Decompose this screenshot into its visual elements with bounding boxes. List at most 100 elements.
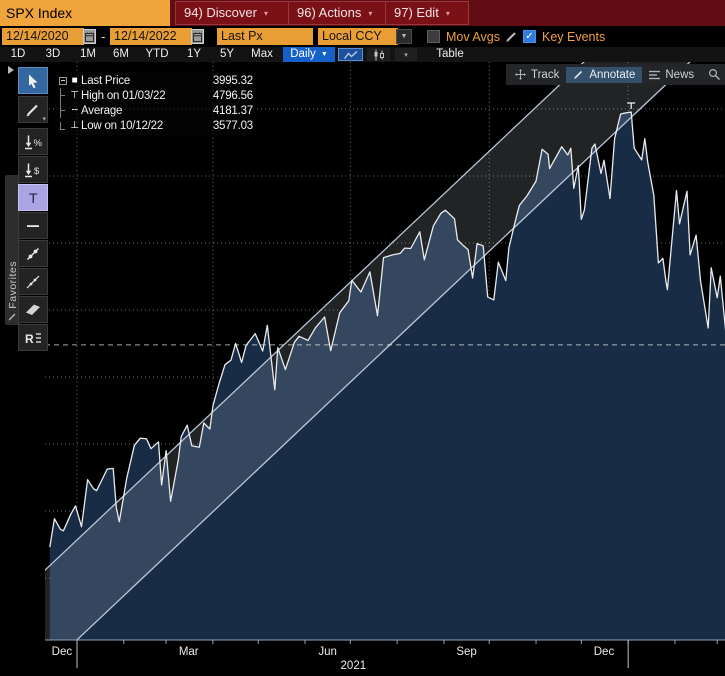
caret-down-icon: ▾ [404,51,408,59]
high-marker [627,102,636,109]
measure-dollar-tool-button[interactable]: $ [18,156,48,183]
channel-tool-button[interactable] [18,296,48,323]
currency-dropdown-button[interactable]: ▼ [396,29,412,44]
regression-icon: R [25,332,41,346]
legend-label: Low on 10/12/22 [81,119,164,132]
key-events-label: Key Events [542,30,606,44]
x-axis: Dec Mar Jun Sep Dec 2021 [45,639,725,672]
dropdown-arrow-icon: ▼ [320,51,328,58]
high-marker-icon: ⊤ [70,90,79,101]
pencil-icon [8,313,16,321]
track-label: Track [531,68,560,81]
mov-avgs-checkbox[interactable] [427,30,440,43]
horizontal-line-tool-button[interactable] [18,212,48,239]
favorites-tab[interactable]: Favorites [5,175,20,325]
pencil-icon [26,104,38,116]
menu-edit[interactable]: 97) Edit ▾ [385,1,469,25]
text-tool-button[interactable]: T [18,184,48,211]
period-6m[interactable]: 6M [113,48,129,60]
menu-actions[interactable]: 96) Actions ▾ [288,1,396,25]
chart-plot-area[interactable] [45,62,725,640]
text-icon: T [29,190,38,206]
menu-discover-label: 94) Discover [184,5,257,20]
calendar-icon[interactable] [191,29,204,44]
track-button[interactable]: Track [508,67,566,83]
line-chart-icon [343,50,357,59]
menu-edit-label: 97) Edit [394,5,439,20]
pencil-icon[interactable] [505,30,518,43]
period-max[interactable]: Max [251,48,273,60]
legend-value: 4181.37 [212,104,253,117]
legend-row-average[interactable]: ╌ Average 4181.37 [57,103,253,118]
period-1m[interactable]: 1M [80,48,96,60]
chart-type-dropdown[interactable]: ▾ [395,48,417,61]
x-axis-month-label: Dec [52,646,73,658]
period-1d[interactable]: 1D [10,48,26,60]
regression-tool-button[interactable]: R [18,324,48,351]
currency-field[interactable]: Local CCY [318,28,398,45]
price-type-field[interactable]: Last Px [217,28,313,45]
candle-chart-type-button[interactable] [367,48,390,61]
x-axis-month-label: Sep [456,646,476,658]
table-button[interactable]: Table [436,48,464,60]
ray-line-tool-button[interactable] [18,268,48,295]
line-chart-type-button[interactable] [338,48,363,61]
caret-down-icon: ▾ [445,9,450,18]
cursor-tool-button[interactable] [18,67,48,94]
magnifier-icon [709,68,721,81]
track-move-icon [515,69,526,80]
x-axis-month-label: Dec [594,646,615,658]
svg-text:T: T [29,190,38,206]
date-to-field[interactable]: 12/14/2022 [110,28,192,45]
measure-percent-tool-button[interactable]: % [18,128,48,155]
low-marker-icon: ⊥ [70,120,79,131]
menu-actions-label: 96) Actions [297,5,362,20]
svg-text:%: % [34,138,43,149]
trend-line-tool-button[interactable] [18,240,48,267]
favorites-label: Favorites [6,261,19,309]
date-range-separator: - [101,29,106,44]
legend-collapse-icon[interactable] [58,76,67,85]
draw-tool-button[interactable]: ▾ [18,96,48,123]
news-label: News [665,68,695,81]
news-button[interactable]: News [642,67,701,83]
legend-value: 3995.32 [212,74,253,87]
calendar-icon[interactable] [83,29,96,44]
key-events-checkbox[interactable]: ✓ [523,30,536,43]
ticker-input[interactable] [0,0,170,26]
chart-float-toolbar: Track Annotate News Z [506,64,725,85]
legend-value: 4796.56 [212,89,253,102]
period-toolbar: 1D 3D 1M 6M YTD 1Y 5Y Max Daily ▼ ▾ Table [0,47,725,62]
period-5y[interactable]: 5Y [219,48,235,60]
annotation-sidebar: Favorites ▾ % [0,62,52,622]
annotate-button[interactable]: Annotate [566,66,643,83]
date-from-field[interactable]: 12/14/2020 [2,28,84,45]
range-controls-bar: 12/14/2020 - 12/14/2022 Last Px Local CC… [0,26,725,47]
legend-label: High on 01/03/22 [81,89,166,102]
frequency-label: Daily [290,48,316,60]
frequency-dropdown[interactable]: Daily ▼ [283,47,335,62]
svg-text:$: $ [34,166,40,177]
menu-discover[interactable]: 94) Discover ▾ [175,1,299,25]
legend-row-low[interactable]: ⊥ Low on 10/12/22 3577.03 [57,118,253,133]
dollar-change-icon: $ [25,163,40,177]
sidebar-expand-arrow-icon[interactable] [8,66,14,74]
zoom-button[interactable]: Z [701,66,725,83]
caret-down-icon: ▾ [42,116,46,123]
tree-connector [60,103,68,118]
period-3d[interactable]: 3D [45,48,61,60]
trend-channel-upper-line[interactable] [0,0,725,660]
tree-connector [60,88,68,103]
legend-row-last-price[interactable]: ■ Last Price 3995.32 [57,73,253,88]
x-axis-month-label: Mar [179,646,199,658]
ray-line-icon [26,275,40,288]
legend-row-high[interactable]: ⊤ High on 01/03/22 4796.56 [57,88,253,103]
caret-down-icon: ▾ [368,9,373,18]
period-ytd[interactable]: YTD [145,48,169,60]
period-1y[interactable]: 1Y [186,48,202,60]
caret-down-icon: ▾ [263,9,268,18]
